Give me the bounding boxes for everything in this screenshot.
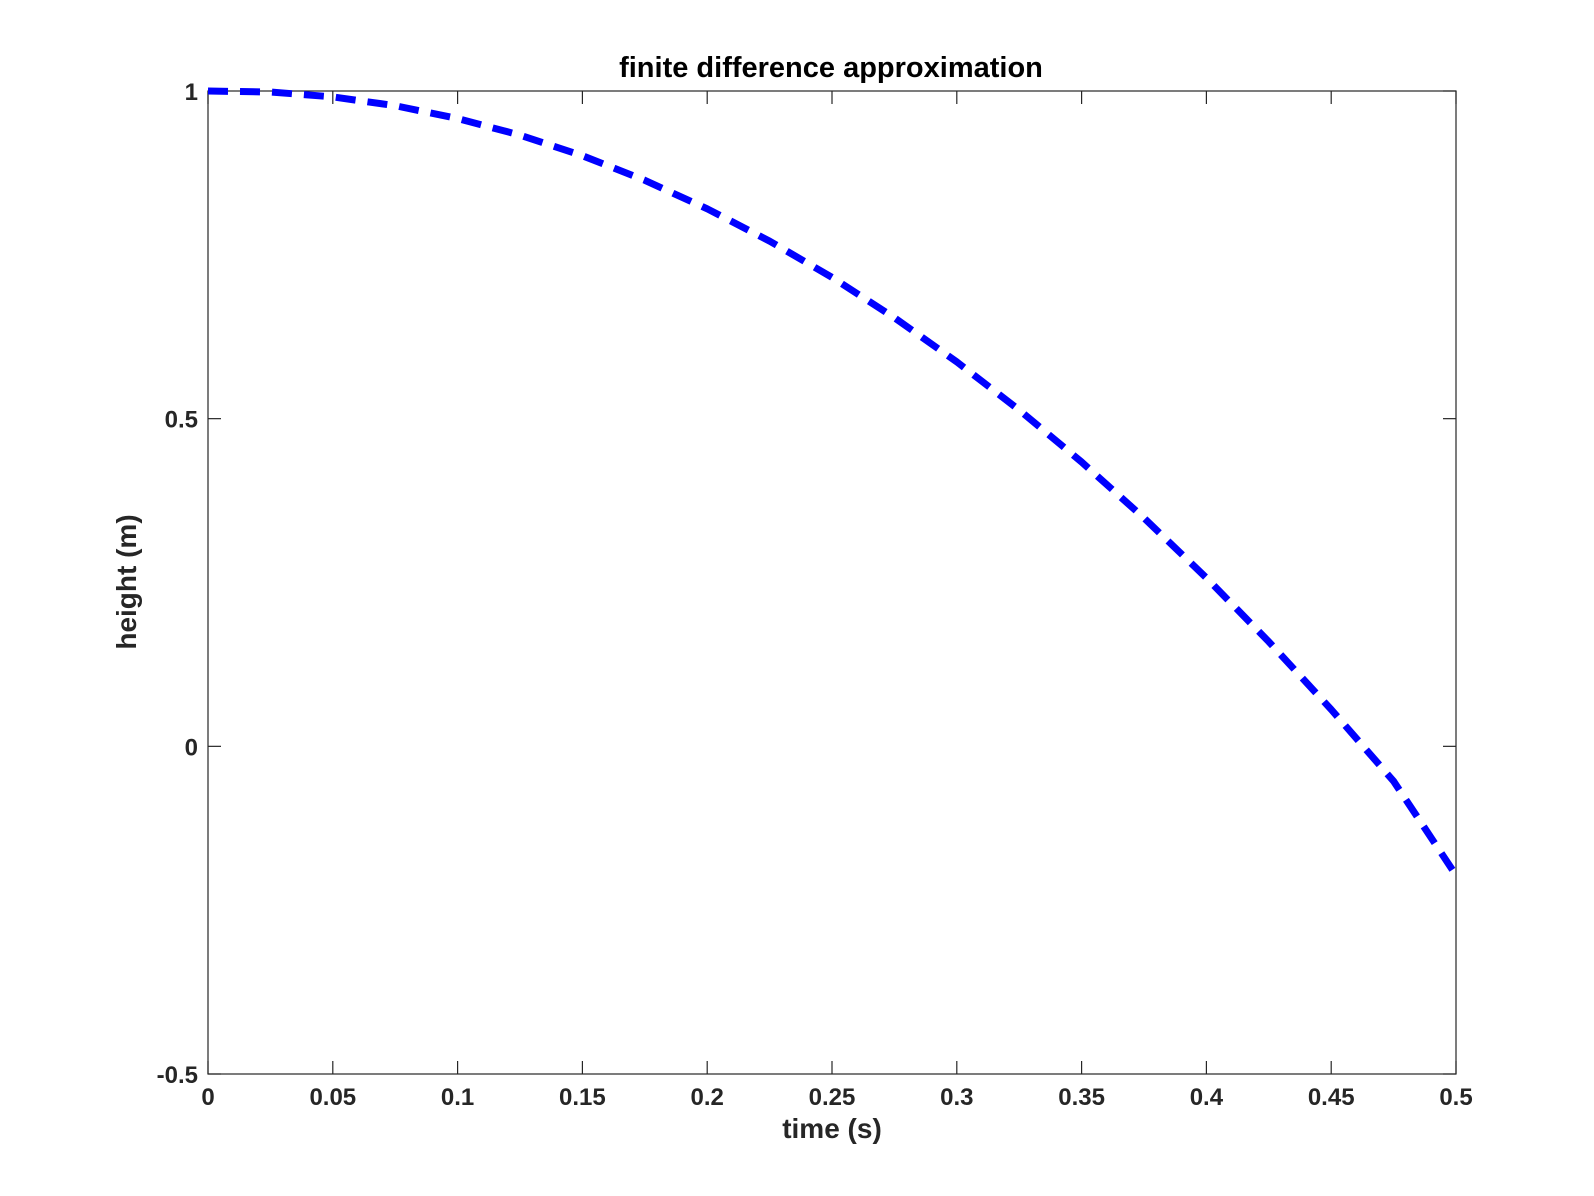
x-axis-tick-labels: 0 0.05 0.1 0.15 0.2 0.25 0.3 0.35 0.4 0.45 0.5 <box>201 1084 1472 1111</box>
x-tick-label: 0.25 <box>809 1084 856 1111</box>
x-tick-label: 0.05 <box>309 1084 356 1111</box>
x-axis-ticks <box>207 91 1457 1074</box>
x-tick-label: 0 <box>201 1084 214 1111</box>
x-tick-label: 0.1 <box>441 1084 474 1111</box>
y-axis-ticks <box>208 90 1456 1075</box>
y-axis-title: height (m) <box>111 514 142 649</box>
y-axis-tick-labels: -0.5 0 0.5 1 <box>157 79 198 1089</box>
x-tick-label: 0.45 <box>1308 1084 1355 1111</box>
y-tick-label: 0.5 <box>165 407 198 434</box>
x-axis-title: time (s) <box>782 1113 882 1144</box>
y-tick-label: -0.5 <box>157 1062 198 1089</box>
series-line-1 <box>207 87 1459 878</box>
x-tick-label: 0.3 <box>940 1084 973 1111</box>
chart-title: finite difference approximation <box>619 52 1043 84</box>
x-tick-label: 0.2 <box>691 1084 724 1111</box>
x-tick-label: 0.4 <box>1190 1084 1224 1111</box>
y-tick-label: 0 <box>185 734 198 761</box>
x-tick-label: 0.5 <box>1439 1084 1472 1111</box>
y-tick-label: 1 <box>185 79 198 106</box>
series-layer <box>207 87 1459 878</box>
x-tick-label: 0.35 <box>1058 1084 1105 1111</box>
x-tick-label: 0.15 <box>559 1084 606 1111</box>
plot-area <box>207 90 1457 1075</box>
